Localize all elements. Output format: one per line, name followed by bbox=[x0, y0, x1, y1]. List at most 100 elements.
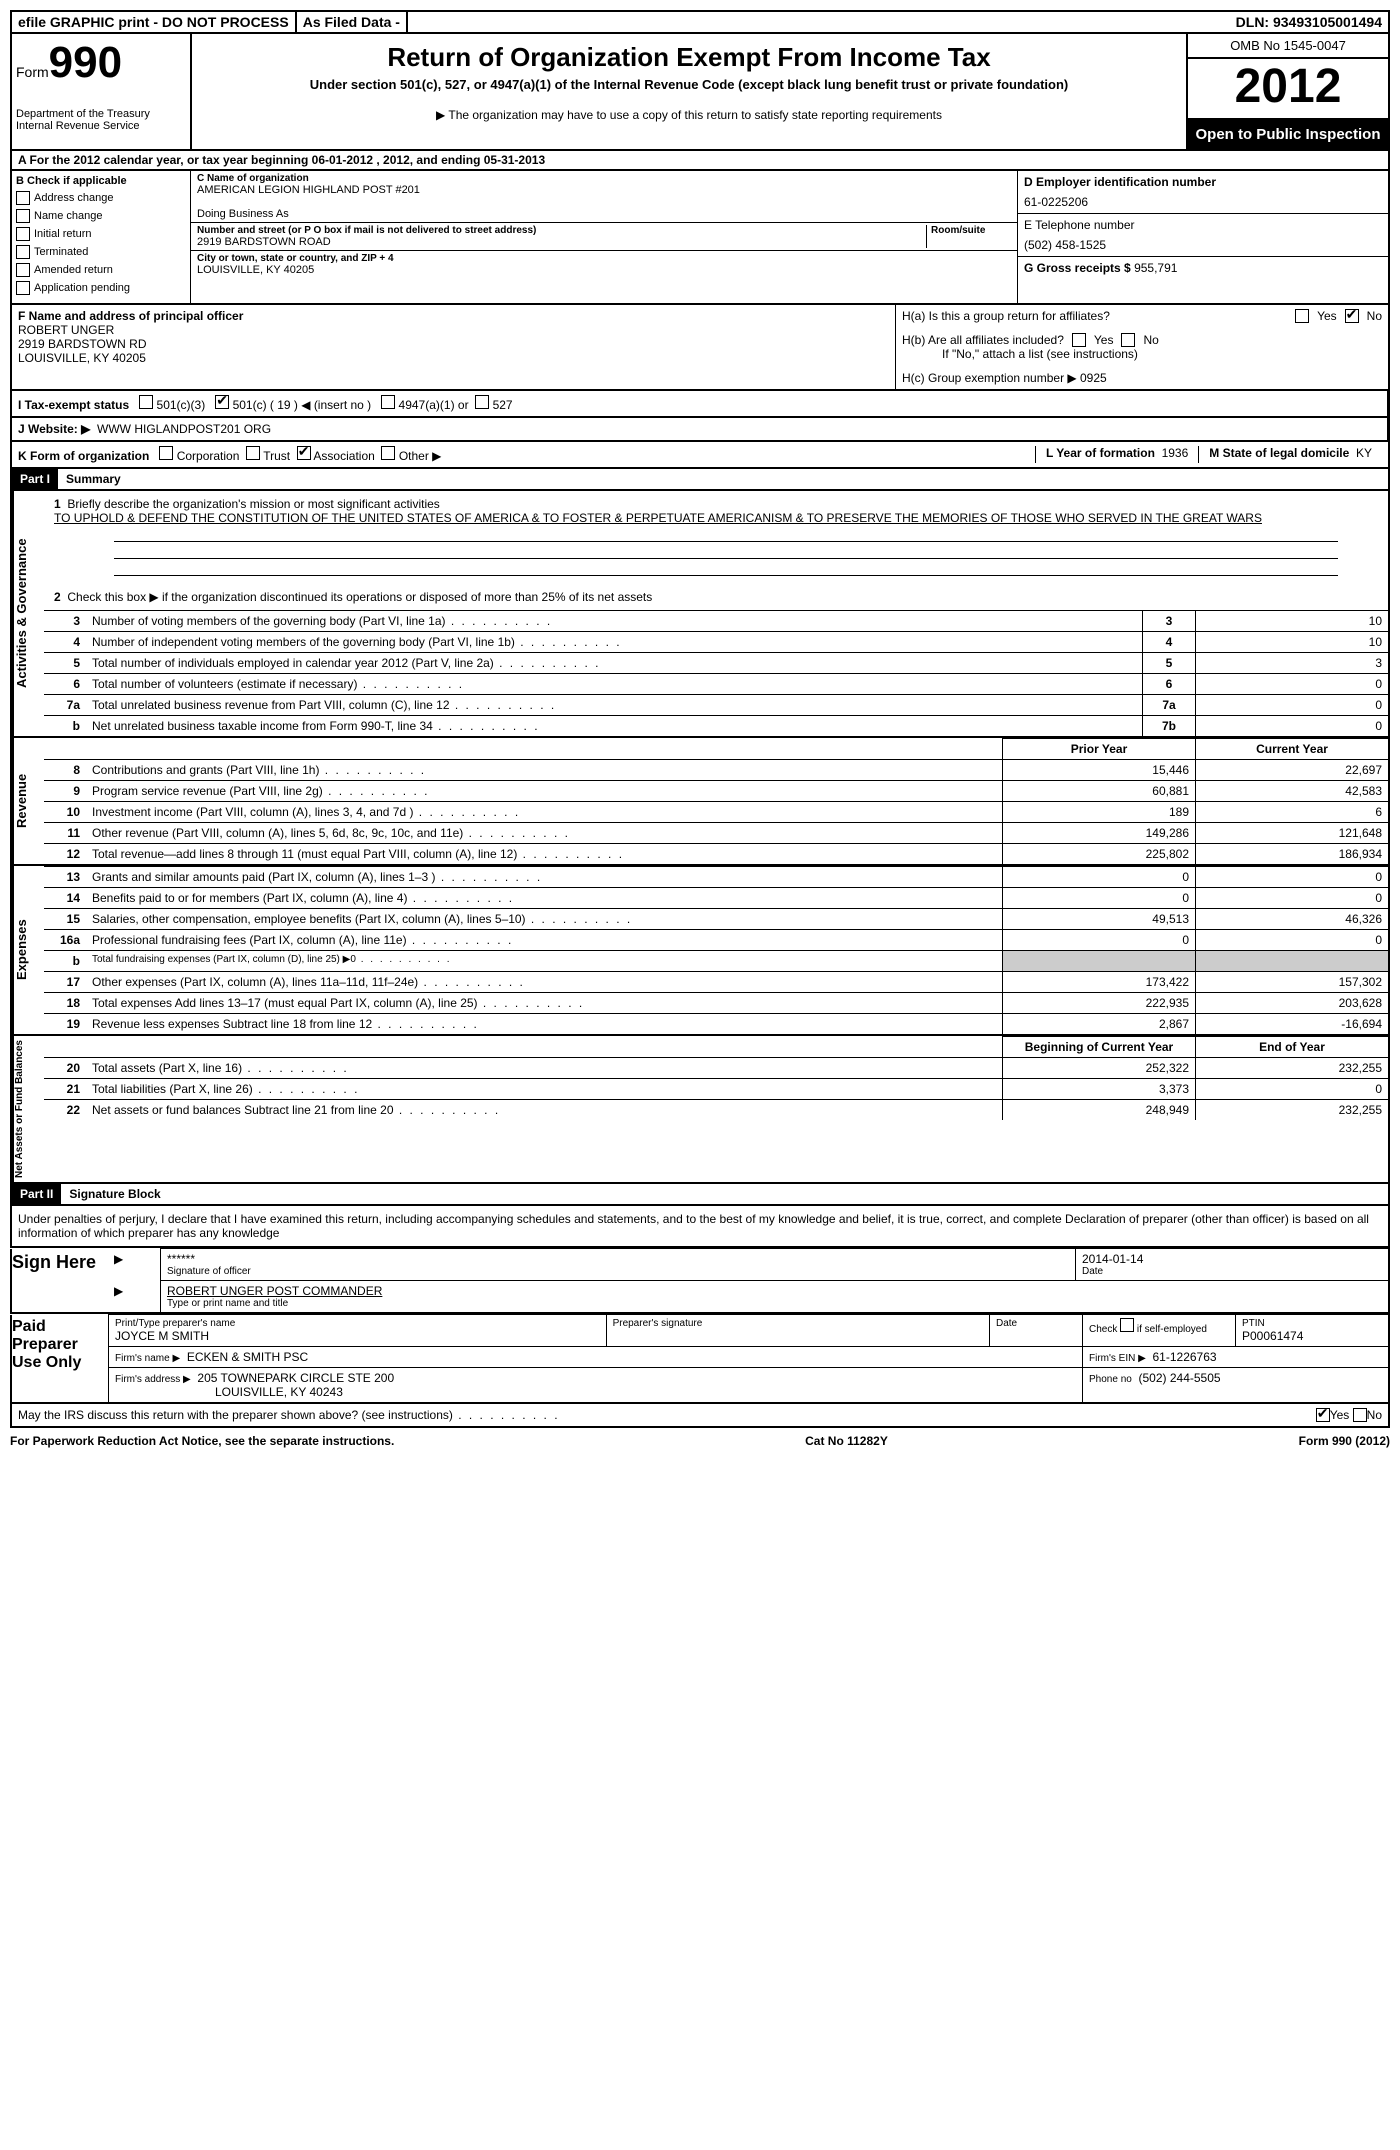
firm-name-label: Firm's name ▶ bbox=[115, 1353, 180, 1364]
date-label: Date bbox=[1082, 1266, 1382, 1277]
expenses-section: Expenses 13Grants and similar amounts pa… bbox=[10, 866, 1390, 1036]
col-prior: Prior Year bbox=[1003, 739, 1196, 760]
side-label-net: Net Assets or Fund Balances bbox=[12, 1036, 44, 1182]
section-fh: F Name and address of principal officer … bbox=[10, 305, 1390, 391]
form-org-label: K Form of organization bbox=[18, 449, 149, 463]
sig-officer-label: Signature of officer bbox=[167, 1266, 1069, 1277]
officer-label: F Name and address of principal officer bbox=[18, 309, 889, 323]
firm-addr2: LOUISVILLE, KY 40243 bbox=[215, 1385, 343, 1399]
cb-527[interactable] bbox=[475, 395, 489, 409]
cat-no: Cat No 11282Y bbox=[805, 1434, 888, 1448]
side-label-revenue: Revenue bbox=[12, 738, 44, 864]
ein-value: 61-0225206 bbox=[1024, 195, 1382, 209]
sig-date: 2014-01-14 bbox=[1082, 1252, 1382, 1266]
checkbox-address-change[interactable] bbox=[16, 191, 30, 205]
hb-yes[interactable] bbox=[1072, 333, 1086, 347]
hc-value: 0925 bbox=[1080, 371, 1107, 385]
prep-date-label: Date bbox=[996, 1318, 1076, 1329]
side-label-expenses: Expenses bbox=[12, 866, 44, 1034]
mission-statement: TO UPHOLD & DEFEND THE CONSTITUTION OF T… bbox=[54, 511, 1262, 525]
officer-street: 2919 BARDSTOWN RD bbox=[18, 337, 889, 351]
street-label: Number and street (or P O box if mail is… bbox=[197, 225, 926, 236]
firm-phone: (502) 244-5505 bbox=[1139, 1371, 1221, 1385]
dept-treasury: Department of the Treasury bbox=[16, 108, 186, 120]
part2-title: Signature Block bbox=[61, 1187, 160, 1201]
cb-corp[interactable] bbox=[159, 446, 173, 460]
officer-print-name: ROBERT UNGER POST COMMANDER bbox=[167, 1284, 1382, 1298]
col-end: End of Year bbox=[1196, 1037, 1389, 1058]
hc-label: H(c) Group exemption number ▶ bbox=[902, 371, 1077, 385]
street-address: 2919 BARDSTOWN ROAD bbox=[197, 236, 926, 248]
cb-4947[interactable] bbox=[381, 395, 395, 409]
form-header: Form990 Department of the Treasury Inter… bbox=[10, 34, 1390, 151]
may-irs-no[interactable] bbox=[1353, 1408, 1367, 1422]
line-i: I Tax-exempt status 501(c)(3) 501(c) ( 1… bbox=[10, 391, 1390, 418]
cb-self-employed[interactable] bbox=[1120, 1318, 1134, 1332]
cb-501c[interactable] bbox=[215, 395, 229, 409]
officer-name: ROBERT UNGER bbox=[18, 323, 889, 337]
org-name: AMERICAN LEGION HIGHLAND POST #201 bbox=[197, 184, 1011, 196]
org-name-label: C Name of organization bbox=[197, 173, 1011, 184]
state-note: The organization may have to use a copy … bbox=[202, 108, 1176, 122]
ha-yes[interactable] bbox=[1295, 309, 1309, 323]
hb-no[interactable] bbox=[1121, 333, 1135, 347]
paid-preparer-label: Paid Preparer Use Only bbox=[11, 1315, 109, 1404]
revenue-table: Prior Year Current Year 8Contributions a… bbox=[44, 738, 1388, 864]
omb-number: OMB No 1545-0047 bbox=[1188, 34, 1388, 59]
section-b-header: B Check if applicable bbox=[16, 175, 186, 187]
checkbox-name-change[interactable] bbox=[16, 209, 30, 223]
paperwork-notice: For Paperwork Reduction Act Notice, see … bbox=[10, 1434, 394, 1448]
form-label: Form bbox=[16, 64, 49, 80]
firm-name: ECKEN & SMITH PSC bbox=[187, 1350, 308, 1364]
city-state-zip: LOUISVILLE, KY 40205 bbox=[197, 264, 1011, 276]
row-a-tax-year: A For the 2012 calendar year, or tax yea… bbox=[10, 151, 1390, 171]
as-filed: As Filed Data - bbox=[297, 12, 408, 32]
ptin-value: P00061474 bbox=[1242, 1329, 1382, 1343]
col-current: Current Year bbox=[1196, 739, 1389, 760]
phone-label: E Telephone number bbox=[1024, 218, 1382, 232]
form-title: Return of Organization Exempt From Incom… bbox=[202, 42, 1176, 73]
firm-addr1: 205 TOWNEPARK CIRCLE STE 200 bbox=[197, 1371, 394, 1385]
form-number: 990 bbox=[49, 38, 122, 87]
signature-stars: ****** bbox=[167, 1252, 1069, 1266]
line-j: J Website: ▶ WWW HIGLANDPOST201 ORG bbox=[10, 418, 1390, 442]
section-bcd: B Check if applicable Address change Nam… bbox=[10, 171, 1390, 305]
may-irs-yes[interactable] bbox=[1316, 1408, 1330, 1422]
cb-trust[interactable] bbox=[246, 446, 260, 460]
gross-value: 955,791 bbox=[1134, 261, 1177, 275]
checkbox-pending[interactable] bbox=[16, 281, 30, 295]
checkbox-initial-return[interactable] bbox=[16, 227, 30, 241]
part1-title: Summary bbox=[58, 472, 121, 486]
hb-note: If "No," attach a list (see instructions… bbox=[942, 347, 1382, 361]
balances-table: Beginning of Current Year End of Year 20… bbox=[44, 1036, 1388, 1120]
perjury-statement: Under penalties of perjury, I declare th… bbox=[10, 1206, 1390, 1248]
officer-city: LOUISVILLE, KY 40205 bbox=[18, 351, 889, 365]
part2-header-row: Part II Signature Block bbox=[10, 1184, 1390, 1206]
expenses-table: 13Grants and similar amounts paid (Part … bbox=[44, 866, 1388, 1034]
side-label-gov: Activities & Governance bbox=[12, 491, 44, 736]
prep-name: JOYCE M SMITH bbox=[115, 1329, 600, 1343]
year-formation-label: L Year of formation bbox=[1046, 446, 1155, 460]
website-label: J Website: ▶ bbox=[18, 422, 90, 436]
efile-notice: efile GRAPHIC print - DO NOT PROCESS bbox=[12, 12, 297, 32]
sign-here-label: Sign Here bbox=[11, 1249, 108, 1314]
page-footer: For Paperwork Reduction Act Notice, see … bbox=[10, 1428, 1390, 1454]
checkbox-amended[interactable] bbox=[16, 263, 30, 277]
cb-assoc[interactable] bbox=[297, 446, 311, 460]
firm-ein: 61-1226763 bbox=[1153, 1350, 1217, 1364]
firm-ein-label: Firm's EIN ▶ bbox=[1089, 1353, 1146, 1364]
paid-preparer-block: Paid Preparer Use Only Print/Type prepar… bbox=[10, 1314, 1390, 1404]
ein-label: D Employer identification number bbox=[1024, 175, 1382, 189]
sign-here-block: Sign Here ▶ ****** Signature of officer … bbox=[10, 1248, 1390, 1314]
may-irs-discuss: May the IRS discuss this return with the… bbox=[10, 1404, 1390, 1428]
cb-other[interactable] bbox=[381, 446, 395, 460]
part1-badge: Part I bbox=[12, 469, 58, 489]
firm-addr-label: Firm's address ▶ bbox=[115, 1374, 191, 1385]
ha-no[interactable] bbox=[1345, 309, 1359, 323]
revenue-section: Revenue Prior Year Current Year 8Contrib… bbox=[10, 738, 1390, 866]
ha-label: H(a) Is this a group return for affiliat… bbox=[902, 309, 1287, 323]
part2-badge: Part II bbox=[12, 1184, 61, 1204]
state-domicile: KY bbox=[1356, 446, 1372, 460]
cb-501c3[interactable] bbox=[139, 395, 153, 409]
checkbox-terminated[interactable] bbox=[16, 245, 30, 259]
